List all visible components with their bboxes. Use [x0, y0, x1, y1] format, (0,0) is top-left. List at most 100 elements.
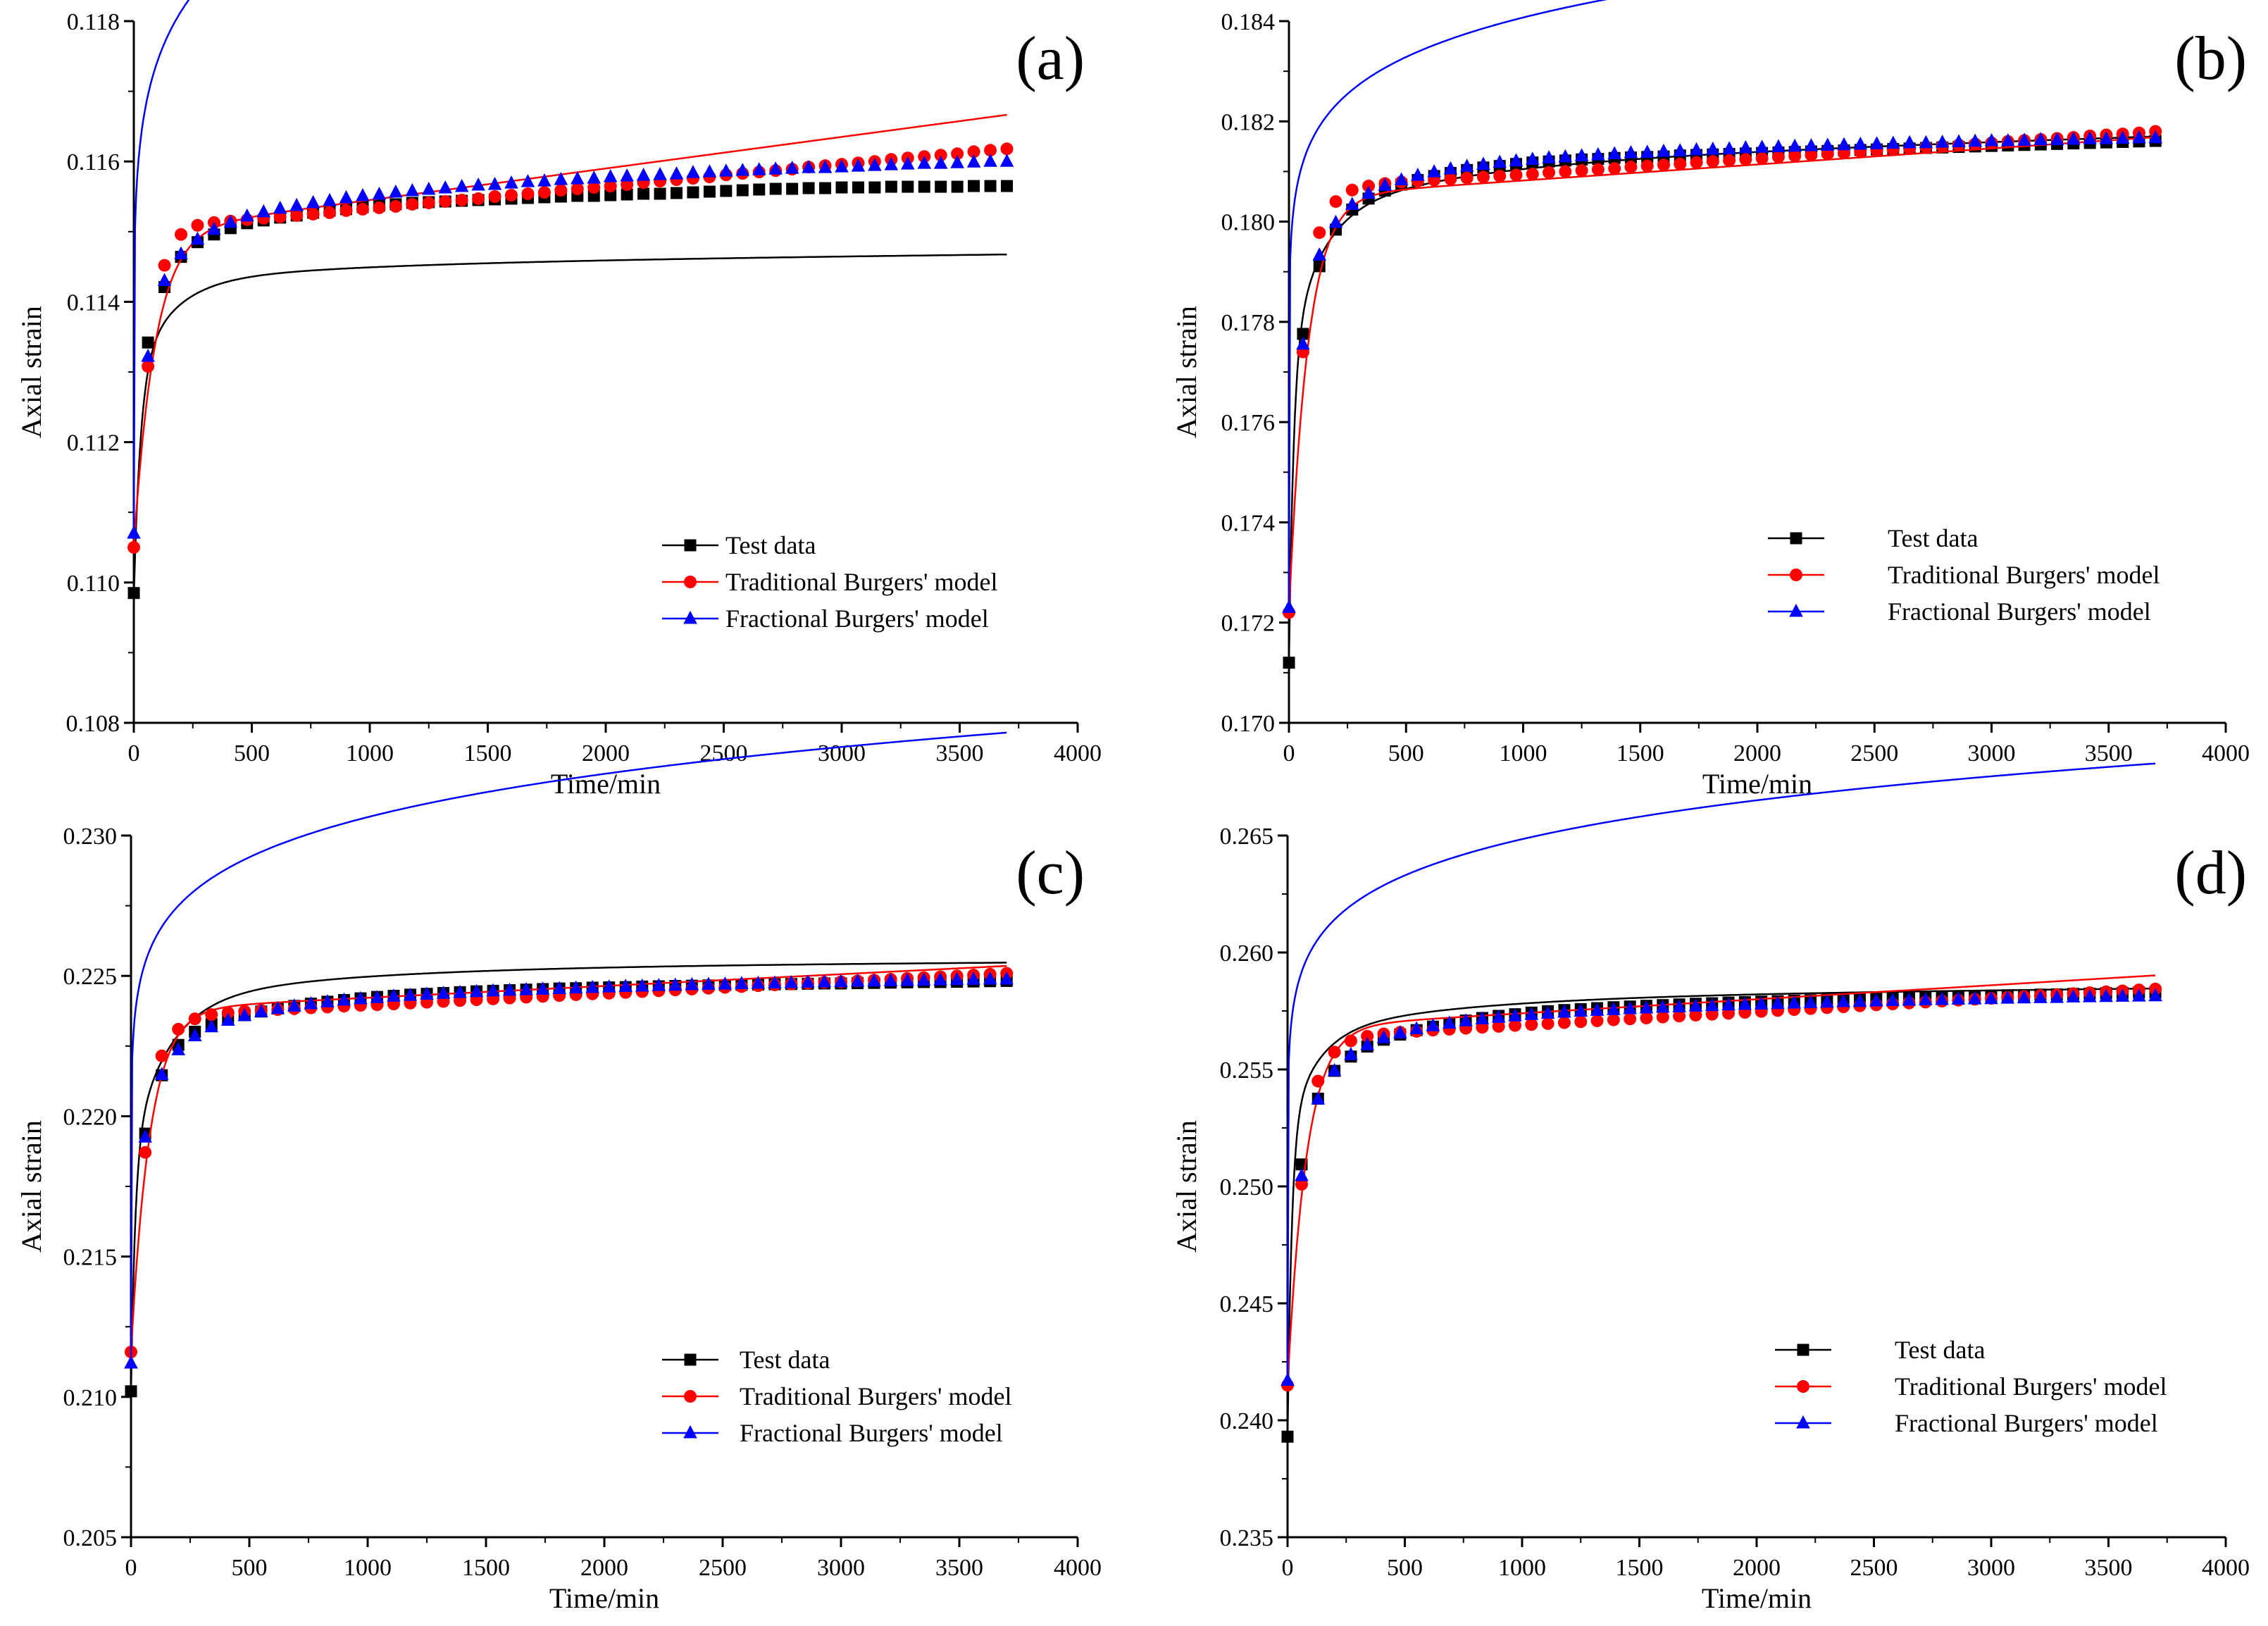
series-line — [130, 731, 1007, 1364]
data-point — [1362, 185, 1376, 199]
data-point — [1967, 991, 1982, 1005]
legend-marker — [1797, 1343, 1809, 1356]
data-point — [2083, 989, 2097, 1003]
data-point — [454, 178, 469, 192]
data-point — [1968, 133, 1982, 147]
data-point — [1313, 226, 1326, 240]
data-point — [984, 180, 997, 192]
x-tick-label: 4000 — [2202, 740, 2250, 767]
data-point — [138, 1129, 152, 1143]
x-tick-label: 2500 — [1850, 1555, 1898, 1581]
x-tick-label: 2500 — [699, 1555, 747, 1581]
data-point — [171, 1042, 185, 1055]
data-point — [1624, 1012, 1637, 1026]
data-point — [2001, 132, 2015, 147]
data-point — [1426, 1018, 1440, 1031]
data-point — [1345, 183, 1359, 197]
y-tick-label: 0.225 — [63, 964, 118, 990]
data-point — [438, 180, 452, 194]
x-ticks: 0 500 1000 1500 2000 2500 3000 3500 4000 — [128, 740, 1102, 767]
data-point — [835, 181, 848, 194]
data-point — [702, 976, 716, 991]
data-point — [220, 1012, 235, 1026]
data-point — [1722, 141, 1736, 154]
y-tick-label: 0.172 — [1221, 611, 1276, 637]
data-point — [951, 180, 964, 193]
series-fractional — [1282, 0, 2163, 613]
data-point — [1639, 1000, 1654, 1014]
data-point — [2017, 990, 2031, 1004]
data-point — [127, 587, 140, 600]
legend-marker — [1790, 532, 1802, 545]
data-point — [703, 185, 716, 198]
data-point — [1344, 1047, 1358, 1060]
y-ticks: 0.108 0.110 0.112 0.114 0.116 0.118 — [66, 9, 120, 737]
data-point — [240, 208, 254, 222]
legend-label-test: Test data — [1895, 1336, 1985, 1364]
data-point — [1689, 1008, 1702, 1022]
data-point — [720, 185, 733, 197]
data-point — [867, 973, 881, 987]
data-point — [223, 214, 238, 228]
data-point — [1788, 138, 1802, 152]
data-point — [1378, 178, 1392, 191]
y-tick-label: 0.180 — [1221, 210, 1276, 236]
x-tick-label: 1500 — [462, 1555, 510, 1581]
data-point — [406, 197, 419, 211]
data-point — [1656, 1010, 1669, 1024]
x-tick-label: 500 — [1388, 740, 1424, 767]
x-tick-label: 1000 — [344, 1555, 392, 1581]
panel-c: (c) Time/min Axial strain Test data Trad… — [15, 731, 1102, 1614]
data-point — [1640, 1011, 1653, 1024]
y-tick-label: 0.260 — [1220, 941, 1274, 967]
data-point — [851, 159, 866, 172]
y-tick-label: 0.110 — [67, 571, 120, 597]
data-point — [587, 170, 602, 184]
data-point — [620, 168, 634, 182]
data-point — [1376, 1030, 1391, 1043]
data-point — [1690, 156, 1703, 169]
x-tick-label: 1000 — [1500, 740, 1547, 767]
data-point — [172, 1022, 185, 1036]
panel-label: (a) — [1016, 25, 1085, 93]
data-point — [934, 149, 947, 162]
legend-marker — [684, 539, 697, 552]
data-point — [968, 180, 980, 192]
legend-marker — [683, 1425, 697, 1439]
data-point — [1409, 1021, 1423, 1035]
data-point — [502, 982, 517, 996]
data-point — [1459, 1013, 1473, 1026]
data-point — [471, 177, 485, 191]
data-point — [1327, 1062, 1342, 1076]
data-point — [1755, 151, 1769, 165]
data-point — [2115, 130, 2130, 144]
data-point — [1674, 157, 1687, 170]
x-tick-label: 4000 — [1054, 1555, 1102, 1581]
data-point — [917, 156, 932, 169]
data-point — [1525, 1018, 1538, 1031]
legend-label-traditional: Traditional Burgers' model — [740, 1382, 1011, 1410]
data-point — [1837, 137, 1851, 151]
data-point — [1524, 1007, 1539, 1020]
y-tick-label: 0.220 — [63, 1104, 118, 1130]
data-point — [1738, 139, 1753, 154]
legend-marker — [1797, 1380, 1809, 1393]
data-point — [537, 173, 552, 187]
legend-label-fractional: Fractional Burgers' model — [1895, 1409, 2158, 1437]
data-point — [784, 975, 799, 988]
data-point — [436, 986, 451, 999]
x-ticks: 0 500 1000 1500 2000 2500 3000 3500 4000 — [1282, 1555, 2250, 1581]
data-point — [1869, 993, 1883, 1007]
series-line — [130, 962, 1007, 1391]
data-point — [818, 160, 833, 173]
data-point — [1853, 136, 1868, 150]
legend-label-fractional: Fractional Burgers' model — [725, 604, 989, 633]
data-point — [323, 192, 337, 206]
data-point — [999, 154, 1014, 167]
y-tick-label: 0.230 — [63, 824, 118, 850]
y-tick-label: 0.118 — [67, 9, 120, 35]
data-point — [1493, 154, 1507, 168]
legend-label-test: Test data — [725, 531, 816, 559]
data-point — [521, 174, 535, 187]
